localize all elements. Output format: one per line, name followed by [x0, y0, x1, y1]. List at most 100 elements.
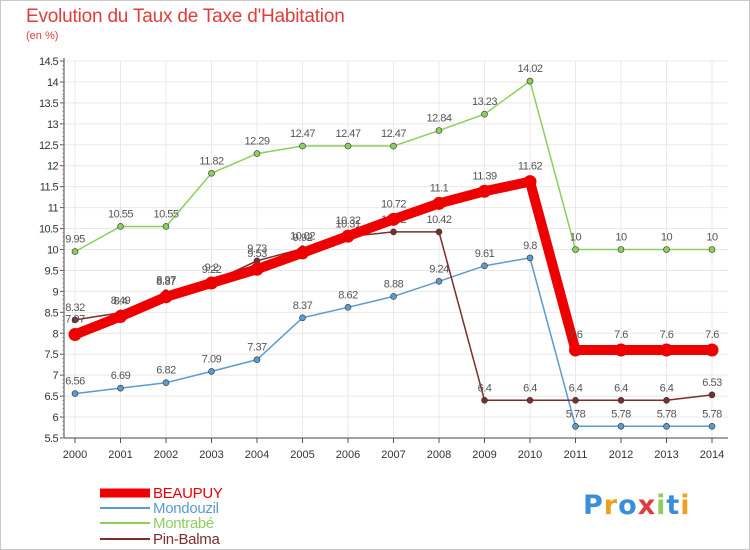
data-point-montrab- — [526, 77, 534, 85]
data-point-mondouzil — [299, 314, 306, 322]
data-label-mondouzil: 5.78 — [566, 408, 586, 420]
data-point-beaupuy — [250, 262, 264, 276]
data-label-mondouzil: 7.37 — [247, 342, 267, 354]
data-point-mondouzil — [572, 422, 579, 430]
data-point-montrab- — [344, 142, 352, 150]
data-point-beaupuy — [705, 343, 719, 357]
data-label-pin-balma: 6.4 — [523, 382, 537, 394]
data-label-beaupuy: 10.72 — [381, 198, 406, 210]
data-label-beaupuy: 8.4 — [114, 296, 128, 308]
data-label-beaupuy: 11.62 — [518, 161, 543, 173]
data-point-mondouzil — [663, 422, 670, 430]
data-point-mondouzil — [253, 356, 261, 363]
data-label-mondouzil: 6.56 — [65, 376, 85, 388]
data-point-mondouzil — [344, 304, 352, 311]
y-tick-label: 13.5 — [39, 98, 58, 110]
brand-logo: Proxiti — [583, 490, 691, 521]
data-point-montrab- — [390, 142, 397, 150]
x-tick-label: 2011 — [564, 449, 588, 461]
data-label-montrab-: 14.02 — [517, 63, 542, 75]
data-label-montrab-: 10.55 — [153, 208, 178, 220]
data-label-beaupuy: 7.97 — [65, 314, 85, 326]
data-label-beaupuy: 11.39 — [472, 170, 497, 182]
legend-label: BEAUPUY — [153, 485, 223, 502]
brand-letter: r — [603, 490, 619, 521]
data-label-mondouzil: 5.78 — [611, 408, 631, 420]
data-label-montrab-: 10 — [661, 232, 673, 244]
data-point-mondouzil — [208, 368, 215, 375]
y-tick-label: 9.5 — [45, 265, 59, 277]
y-tick-label: 8.5 — [45, 307, 59, 319]
data-point-beaupuy — [296, 246, 309, 260]
legend-label: Mondouzil — [153, 500, 219, 517]
data-label-montrab-: 12.47 — [381, 128, 406, 140]
data-point-pin-balma — [708, 391, 716, 399]
data-point-pin-balma — [617, 396, 625, 404]
brand-letter: i — [680, 490, 691, 521]
x-tick-label: 2004 — [245, 449, 269, 461]
data-point-montrab- — [162, 223, 170, 230]
data-label-montrab-: 12.29 — [244, 136, 269, 148]
legend-label: Pin-Balma — [153, 531, 220, 548]
data-label-montrab-: 12.84 — [426, 113, 451, 125]
data-point-pin-balma — [481, 396, 488, 404]
data-point-mondouzil — [162, 379, 170, 387]
data-label-montrab-: 10.55 — [108, 208, 133, 220]
chart-subtitle: (en %) — [26, 30, 59, 42]
data-label-beaupuy: 7.6 — [660, 329, 674, 341]
data-point-mondouzil — [390, 293, 397, 300]
y-tick-label: 9 — [52, 286, 58, 298]
data-label-mondouzil: 7.09 — [202, 353, 222, 365]
brand-letter: t — [666, 490, 681, 521]
y-tick-label: 12.5 — [39, 140, 58, 152]
x-tick-label: 2007 — [381, 449, 405, 461]
y-tick-label: 7.5 — [45, 349, 59, 361]
brand-letter: i — [656, 490, 667, 521]
y-tick-label: 14 — [47, 77, 59, 89]
y-tick-label: 11.5 — [40, 182, 59, 194]
data-label-pin-balma: 6.4 — [660, 382, 674, 394]
data-label-mondouzil: 8.37 — [293, 300, 313, 312]
data-point-beaupuy — [432, 196, 446, 210]
y-tick-label: 10 — [47, 245, 59, 257]
legend-label: Montrabé — [153, 515, 214, 532]
data-point-mondouzil — [117, 384, 124, 392]
data-point-beaupuy — [205, 276, 218, 290]
data-label-montrab-: 9.95 — [65, 234, 85, 246]
chart-title: Evolution du Taux de Taxe d'Habitation — [26, 6, 345, 27]
data-point-beaupuy — [341, 229, 355, 243]
data-point-pin-balma — [71, 316, 79, 324]
data-label-montrab-: 10 — [570, 232, 582, 244]
data-point-beaupuy — [159, 290, 173, 304]
data-point-montrab- — [481, 110, 488, 118]
data-label-mondouzil: 6.82 — [156, 365, 176, 377]
data-label-montrab-: 13.23 — [472, 96, 497, 108]
data-label-beaupuy: 9.2 — [205, 262, 219, 274]
data-label-mondouzil: 9.61 — [475, 248, 495, 260]
y-tick-label: 5.5 — [45, 433, 59, 445]
x-tick-label: 2014 — [700, 449, 724, 461]
data-label-pin-balma: 8.32 — [65, 302, 85, 314]
data-point-montrab- — [708, 246, 716, 253]
x-tick-label: 2001 — [108, 449, 132, 461]
data-point-mondouzil — [617, 422, 625, 430]
y-tick-label: 13 — [47, 119, 59, 131]
data-label-beaupuy: 7.6 — [705, 329, 719, 341]
data-label-pin-balma: 8.49 — [111, 295, 131, 307]
data-point-beaupuy — [614, 343, 628, 357]
data-point-pin-balma — [663, 396, 670, 404]
data-point-mondouzil — [435, 278, 443, 285]
data-point-beaupuy — [569, 343, 582, 357]
data-point-beaupuy — [523, 175, 537, 189]
x-tick-label: 2009 — [472, 449, 496, 461]
data-label-montrab-: 11.82 — [199, 155, 224, 167]
data-label-pin-balma: 10.42 — [426, 214, 451, 226]
y-tick-label: 6.5 — [45, 391, 59, 403]
data-point-montrab- — [253, 150, 261, 157]
data-point-montrab- — [299, 142, 306, 150]
data-label-montrab-: 12.47 — [290, 128, 315, 140]
data-label-mondouzil: 9.24 — [429, 263, 449, 275]
data-point-montrab- — [71, 248, 79, 255]
data-point-beaupuy — [114, 310, 127, 324]
